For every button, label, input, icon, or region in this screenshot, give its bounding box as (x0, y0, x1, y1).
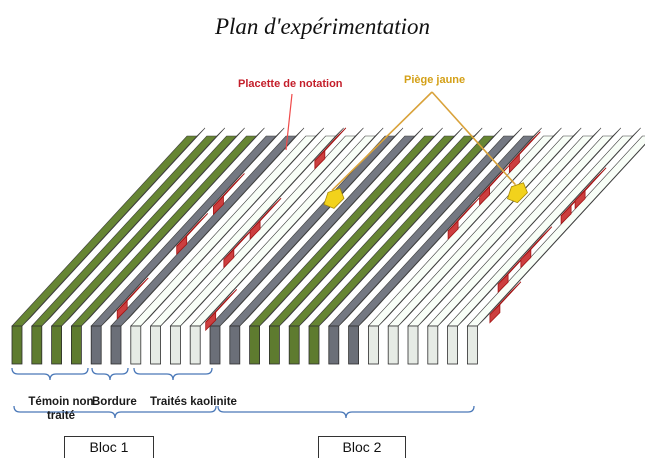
label-placette: Placette de notation (238, 78, 343, 90)
notation-plot-side (116, 299, 128, 320)
notation-plot-side (176, 235, 188, 256)
row-front-face (71, 325, 82, 365)
row-front-face (11, 325, 23, 365)
row-front-face (367, 325, 379, 365)
notation-plot-side (574, 189, 586, 210)
row-front-face (229, 325, 241, 365)
notation-plot-side (205, 311, 217, 332)
brace-bordure (91, 367, 129, 381)
trap-callout-line (331, 91, 433, 191)
row-front-face (169, 325, 181, 365)
notation-plot-side (489, 303, 501, 324)
notation-plot-side (249, 220, 261, 240)
brace-bloc-1 (13, 405, 217, 419)
notation-plot-side (447, 220, 459, 240)
row-front-face (447, 325, 459, 365)
yellow-trap (323, 187, 345, 209)
brace-temoin (11, 367, 89, 381)
row-front-face (189, 325, 201, 365)
row-front-face (31, 325, 43, 365)
bloc-2-label: Bloc 2 (318, 436, 406, 458)
row-front-face (387, 325, 399, 365)
row-top-face (466, 135, 645, 327)
row-front-face (51, 325, 62, 365)
trap-callout-line (431, 91, 517, 186)
notation-plot-side (560, 204, 572, 225)
bloc-1-label: Bloc 1 (64, 436, 154, 458)
row-front-face (130, 325, 142, 365)
notation-plot-side (213, 195, 224, 216)
row-front-face (348, 325, 360, 365)
notation-plot-side (520, 248, 532, 269)
row-front-face (268, 325, 280, 365)
brace-bloc-2 (217, 405, 475, 419)
diagram-title: Plan d'expérimentation (214, 14, 431, 39)
row-front-face (90, 325, 102, 365)
row-front-face (209, 325, 221, 365)
brace-traites (133, 367, 213, 381)
row-front-face (328, 325, 340, 365)
plot-callout-line (285, 93, 293, 151)
row-front-face (427, 325, 439, 365)
notation-plot-side (223, 248, 235, 269)
notation-plot-side (314, 149, 326, 170)
row-front-face (110, 325, 122, 365)
label-temoin: Témoin non traité (28, 396, 94, 422)
label-piege: Piège jaune (404, 74, 466, 86)
row-front-face (407, 325, 419, 365)
label-bordure: Bordure (92, 396, 137, 408)
notation-plot-side (508, 153, 520, 174)
row-front-face (466, 325, 478, 365)
row-front-face (308, 325, 320, 365)
row-front-face (249, 325, 261, 365)
label-traites: Traités kaolinite (150, 396, 237, 408)
row-front-face (150, 325, 162, 365)
notation-plot-side (479, 185, 491, 206)
row-front-face (288, 325, 300, 365)
notation-plot-side (497, 273, 509, 294)
yellow-trap (506, 182, 528, 204)
